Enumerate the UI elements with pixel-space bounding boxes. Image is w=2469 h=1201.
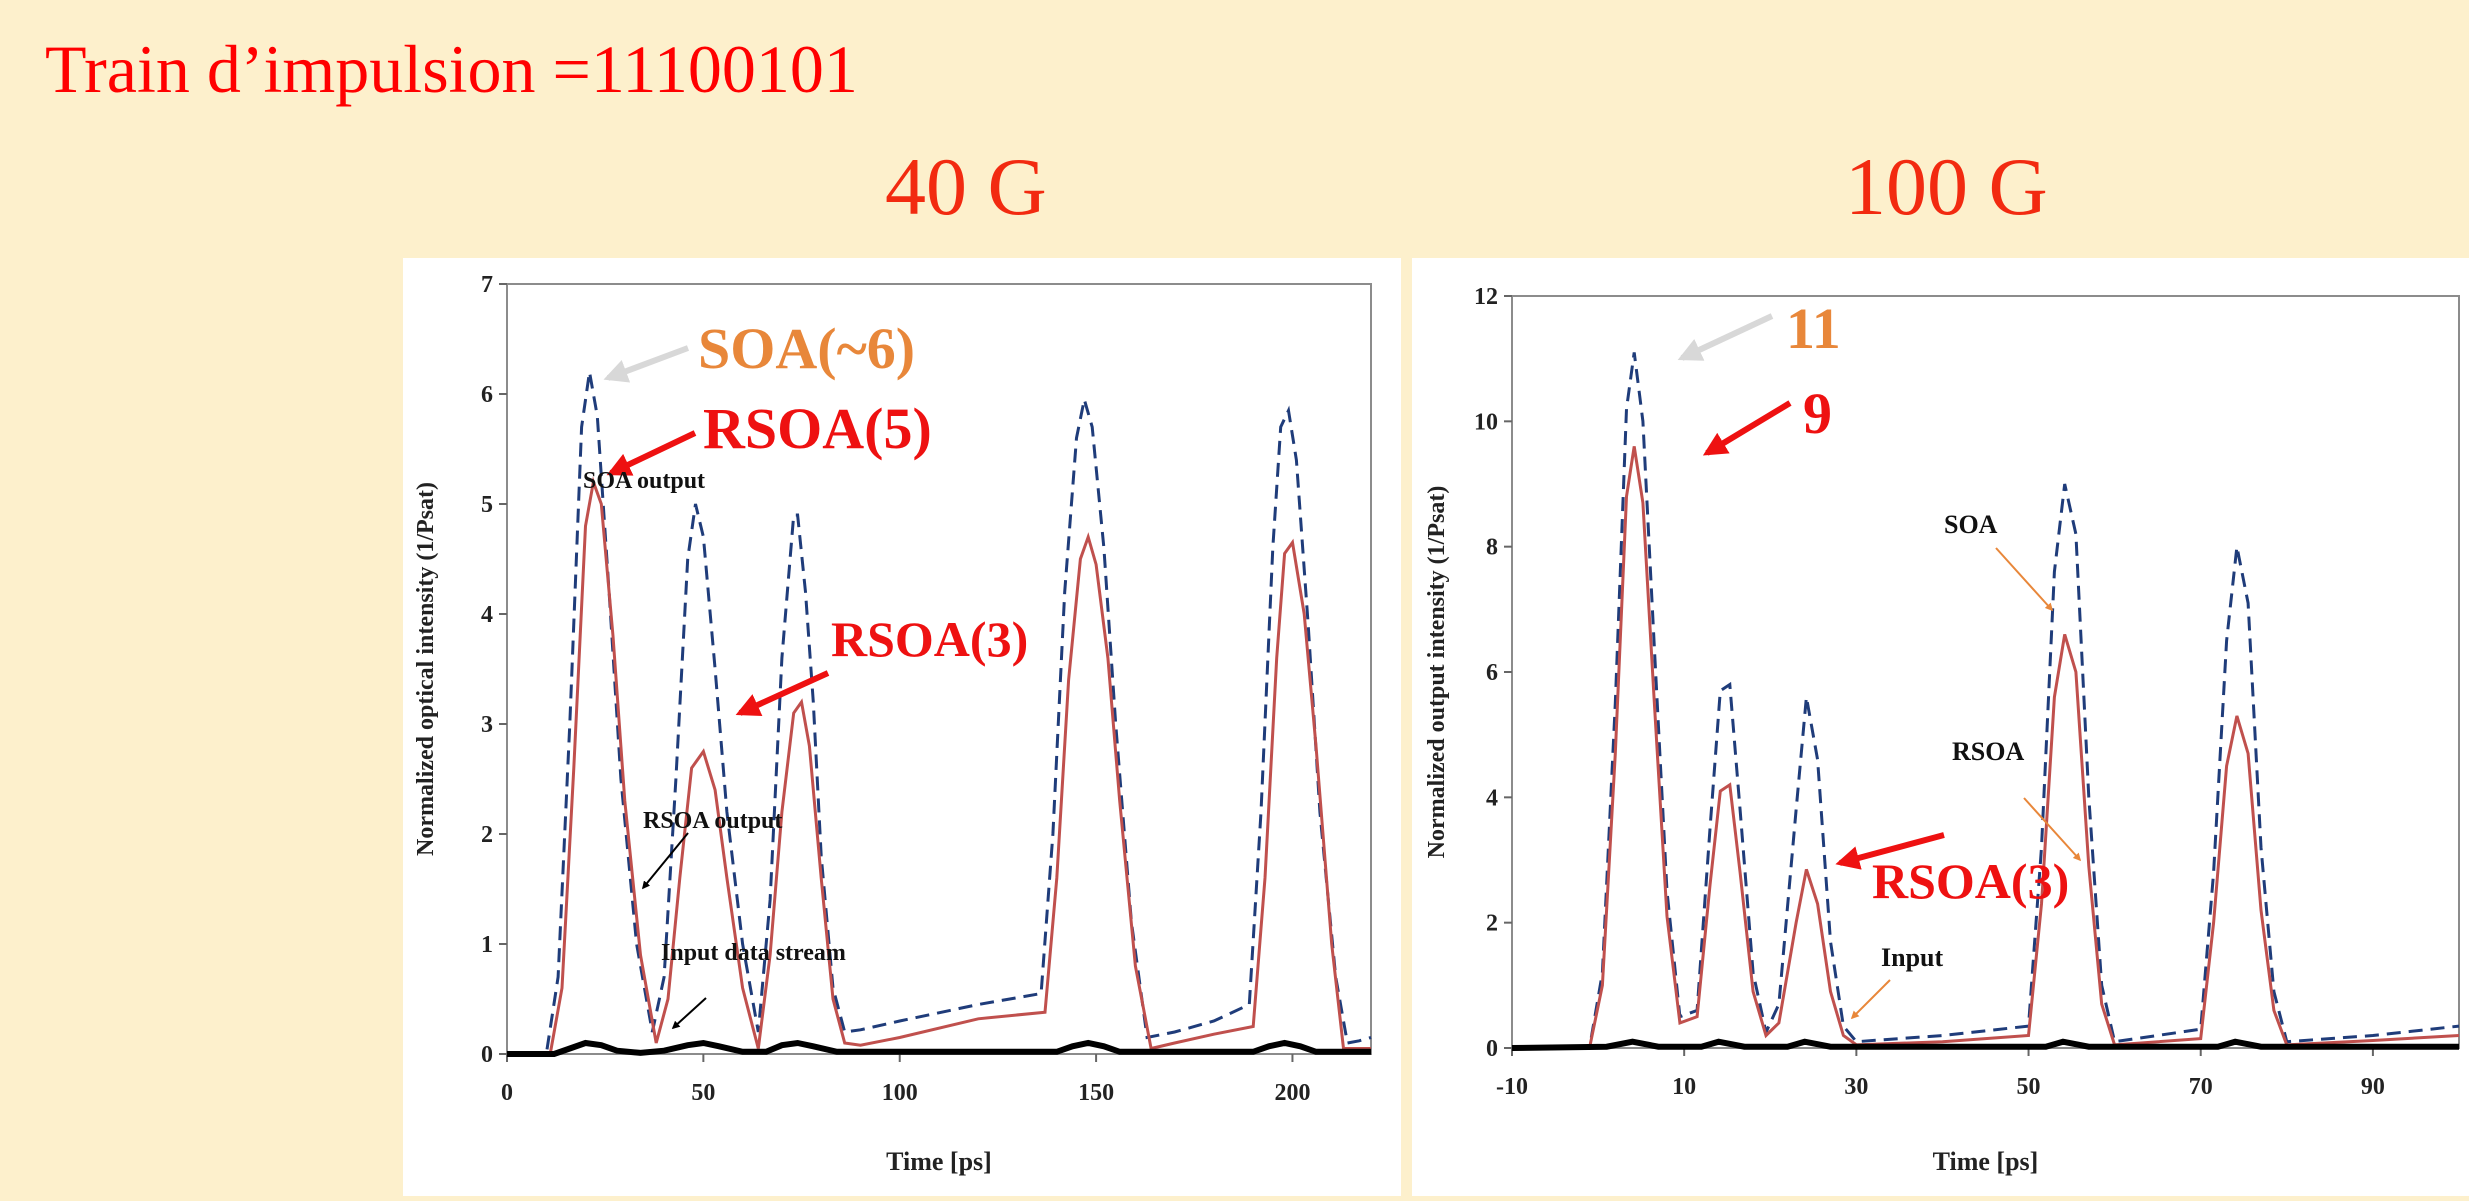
y-tick-label: 3 bbox=[481, 712, 493, 738]
y-tick-label: 12 bbox=[1474, 284, 1498, 310]
y-tick-label: 8 bbox=[1486, 535, 1498, 561]
slide-title: Train d’impulsion =11100101 bbox=[45, 31, 858, 107]
y-tick-label: 2 bbox=[481, 822, 493, 848]
annotation-arrow bbox=[2023, 797, 2082, 862]
y-tick-label: 6 bbox=[1486, 660, 1498, 686]
annotation-arrow bbox=[1850, 979, 1891, 1020]
y-tick-label: 1 bbox=[481, 932, 493, 958]
x-tick-label: 90 bbox=[2361, 1074, 2385, 1100]
x-axis-label: Time [ps] bbox=[886, 1147, 992, 1176]
x-tick-label: 50 bbox=[2017, 1074, 2041, 1100]
chart-label-100g: 100 G bbox=[1845, 141, 2048, 232]
x-tick-label: 100 bbox=[882, 1080, 918, 1106]
y-tick-label: 0 bbox=[1486, 1036, 1498, 1062]
annotation-rsoa-3: RSOA(3) bbox=[1872, 853, 2069, 909]
annotation-soa: SOA bbox=[1944, 510, 1998, 539]
chart-100g: 0 2 4 6 8 10 12 -10 10 30 50 70 90 Time [ps] Normalize… bbox=[1424, 284, 2460, 1176]
annotation-input-data-stream: Input data stream bbox=[661, 940, 846, 966]
annotation-arrow bbox=[1702, 400, 1792, 456]
x-tick-label: 0 bbox=[501, 1080, 513, 1106]
annotation-rsoa: RSOA bbox=[1952, 737, 2024, 766]
series-line-input-data-stream bbox=[507, 1039, 1371, 1057]
annotation-arrow bbox=[1677, 313, 1774, 361]
annotation-arrow bbox=[671, 997, 707, 1030]
series-line-soa bbox=[1512, 352, 2460, 1050]
x-tick-label: 200 bbox=[1274, 1080, 1310, 1106]
x-tick-label: 50 bbox=[691, 1080, 715, 1106]
x-tick-label: 70 bbox=[2189, 1074, 2213, 1100]
annotation-9: 9 bbox=[1803, 381, 1832, 446]
series-line-input bbox=[1511, 1038, 2459, 1051]
x-tick-label: 10 bbox=[1672, 1074, 1696, 1100]
series-line-rsoa bbox=[1512, 446, 2460, 1050]
chart-label-40g: 40 G bbox=[885, 141, 1047, 232]
y-axis-label: Normalized output intensity (1/Psat) bbox=[1424, 486, 1450, 859]
x-tick-label: 30 bbox=[1844, 1074, 1868, 1100]
annotation-rsoa-5: RSOA(5) bbox=[703, 396, 932, 461]
y-tick-label: 0 bbox=[481, 1042, 493, 1068]
annotation-soa-6: SOA(~6) bbox=[698, 316, 915, 381]
y-axis-label: Normalized optical intensity (1/Psat) bbox=[413, 482, 439, 856]
annotation-arrow bbox=[603, 345, 690, 383]
annotation-arrow bbox=[735, 670, 830, 716]
y-tick-label: 5 bbox=[481, 492, 493, 518]
chart-panel-100g: 0 2 4 6 8 10 12 -10 10 30 50 70 90 Time [ps] Normalize… bbox=[1412, 258, 2469, 1196]
annotation-arrow bbox=[641, 832, 689, 890]
plot-frame bbox=[506, 283, 1372, 1055]
x-tick-label: -10 bbox=[1496, 1074, 1528, 1100]
annotation-rsoa-3: RSOA(3) bbox=[831, 611, 1028, 667]
annotation-soa-output: SOA output bbox=[583, 468, 705, 494]
y-tick-label: 6 bbox=[481, 382, 493, 408]
y-tick-label: 7 bbox=[481, 272, 493, 298]
annotation-rsoa-output: RSOA output bbox=[643, 808, 782, 834]
x-tick-label: 150 bbox=[1078, 1080, 1114, 1106]
y-tick-label: 4 bbox=[1486, 785, 1498, 811]
annotation-input: Input bbox=[1881, 943, 1943, 972]
series-line-rsoa-output bbox=[507, 476, 1371, 1056]
chart-panel-40g: 0 1 2 3 4 5 6 7 0 50 100 150 200 Time [ps] Normalized … bbox=[403, 258, 1401, 1196]
chart-40g: 0 1 2 3 4 5 6 7 0 50 100 150 200 Time [ps] Normalized … bbox=[413, 272, 1372, 1176]
annotation-arrow bbox=[1995, 547, 2054, 612]
annotation-arrow bbox=[1835, 832, 1945, 870]
annotation-11: 11 bbox=[1786, 296, 1841, 361]
x-axis-label: Time [ps] bbox=[1933, 1147, 2039, 1176]
y-tick-label: 4 bbox=[481, 602, 493, 628]
y-tick-label: 10 bbox=[1474, 409, 1498, 435]
annotation-arrow bbox=[606, 430, 697, 476]
y-tick-label: 2 bbox=[1486, 911, 1498, 937]
